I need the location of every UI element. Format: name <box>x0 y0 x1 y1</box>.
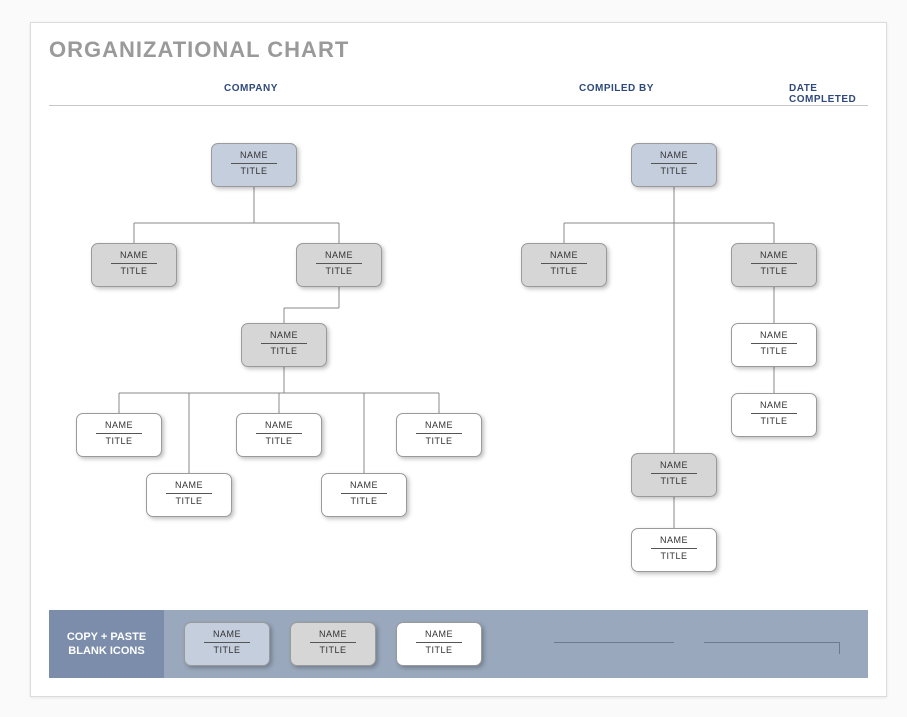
node-name-label: NAME <box>242 330 326 340</box>
page: ORGANIZATIONAL CHART COMPANY COMPILED BY… <box>0 0 907 717</box>
header-company-label: COMPANY <box>224 83 278 94</box>
org-node[interactable]: NAME TITLE <box>731 323 817 367</box>
node-divider <box>96 433 142 434</box>
node-title-label: TITLE <box>732 346 816 356</box>
node-name-label: NAME <box>291 629 375 639</box>
org-node[interactable]: NAME TITLE <box>91 243 177 287</box>
node-title-label: TITLE <box>632 476 716 486</box>
node-divider <box>231 163 277 164</box>
node-title-label: TITLE <box>632 551 716 561</box>
node-title-label: TITLE <box>77 436 161 446</box>
node-title-label: TITLE <box>522 266 606 276</box>
footer-bar: COPY + PASTE BLANK ICONS NAME TITLE NAME TI… <box>49 610 868 678</box>
org-node[interactable]: NAME TITLE <box>76 413 162 457</box>
node-name-label: NAME <box>297 250 381 260</box>
node-name-label: NAME <box>632 535 716 545</box>
org-node[interactable]: NAME TITLE <box>631 528 717 572</box>
node-title-label: TITLE <box>92 266 176 276</box>
org-node[interactable]: NAME TITLE <box>321 473 407 517</box>
org-node[interactable]: NAME TITLE <box>731 393 817 437</box>
node-title-label: TITLE <box>291 645 375 655</box>
page-title: ORGANIZATIONAL CHART <box>49 37 349 63</box>
node-name-label: NAME <box>732 400 816 410</box>
node-divider <box>651 473 697 474</box>
node-name-label: NAME <box>147 480 231 490</box>
org-node[interactable]: NAME TITLE <box>236 413 322 457</box>
node-title-label: TITLE <box>237 436 321 446</box>
node-divider <box>256 433 302 434</box>
org-node[interactable]: NAME TITLE <box>396 413 482 457</box>
node-title-label: TITLE <box>242 346 326 356</box>
node-title-label: TITLE <box>397 436 481 446</box>
node-name-label: NAME <box>92 250 176 260</box>
node-title-label: TITLE <box>147 496 231 506</box>
node-divider <box>541 263 587 264</box>
node-divider <box>751 413 797 414</box>
footer-swatch-node[interactable]: NAME TITLE <box>290 622 376 666</box>
node-name-label: NAME <box>185 629 269 639</box>
node-divider <box>651 548 697 549</box>
footer-line-2 <box>704 642 839 643</box>
footer-swatch-node[interactable]: NAME TITLE <box>396 622 482 666</box>
org-node[interactable]: NAME TITLE <box>631 143 717 187</box>
node-divider <box>341 493 387 494</box>
node-name-label: NAME <box>322 480 406 490</box>
node-divider <box>651 163 697 164</box>
node-divider <box>751 343 797 344</box>
node-name-label: NAME <box>732 250 816 260</box>
node-divider <box>204 642 250 643</box>
node-title-label: TITLE <box>297 266 381 276</box>
node-name-label: NAME <box>397 420 481 430</box>
node-divider <box>111 263 157 264</box>
header-compiled-label: COMPILED BY <box>579 83 654 94</box>
org-node[interactable]: NAME TITLE <box>296 243 382 287</box>
node-divider <box>416 642 462 643</box>
node-title-label: TITLE <box>632 166 716 176</box>
node-divider <box>166 493 212 494</box>
header-date-label: DATE COMPLETED <box>789 83 868 105</box>
node-name-label: NAME <box>632 150 716 160</box>
node-title-label: TITLE <box>185 645 269 655</box>
footer-swatch-area: NAME TITLE NAME TITLE NAME TITLE <box>164 610 868 678</box>
node-name-label: NAME <box>522 250 606 260</box>
node-divider <box>316 263 362 264</box>
node-title-label: TITLE <box>397 645 481 655</box>
node-name-label: NAME <box>212 150 296 160</box>
node-title-label: TITLE <box>212 166 296 176</box>
footer-line-1 <box>554 642 674 643</box>
org-node[interactable]: NAME TITLE <box>146 473 232 517</box>
node-title-label: TITLE <box>732 416 816 426</box>
node-divider <box>261 343 307 344</box>
node-name-label: NAME <box>397 629 481 639</box>
node-name-label: NAME <box>632 460 716 470</box>
node-title-label: TITLE <box>322 496 406 506</box>
footer-label: COPY + PASTE BLANK ICONS <box>49 610 164 678</box>
org-node[interactable]: NAME TITLE <box>241 323 327 367</box>
sheet: ORGANIZATIONAL CHART COMPANY COMPILED BY… <box>30 22 887 697</box>
footer-swatch-node[interactable]: NAME TITLE <box>184 622 270 666</box>
node-divider <box>416 433 462 434</box>
node-divider <box>751 263 797 264</box>
node-divider <box>310 642 356 643</box>
node-title-label: TITLE <box>732 266 816 276</box>
footer-line-3 <box>839 642 840 654</box>
org-node[interactable]: NAME TITLE <box>631 453 717 497</box>
org-node[interactable]: NAME TITLE <box>211 143 297 187</box>
header-row: COMPANY COMPILED BY DATE COMPLETED <box>49 83 868 106</box>
org-node[interactable]: NAME TITLE <box>731 243 817 287</box>
node-name-label: NAME <box>77 420 161 430</box>
node-name-label: NAME <box>237 420 321 430</box>
node-name-label: NAME <box>732 330 816 340</box>
org-node[interactable]: NAME TITLE <box>521 243 607 287</box>
